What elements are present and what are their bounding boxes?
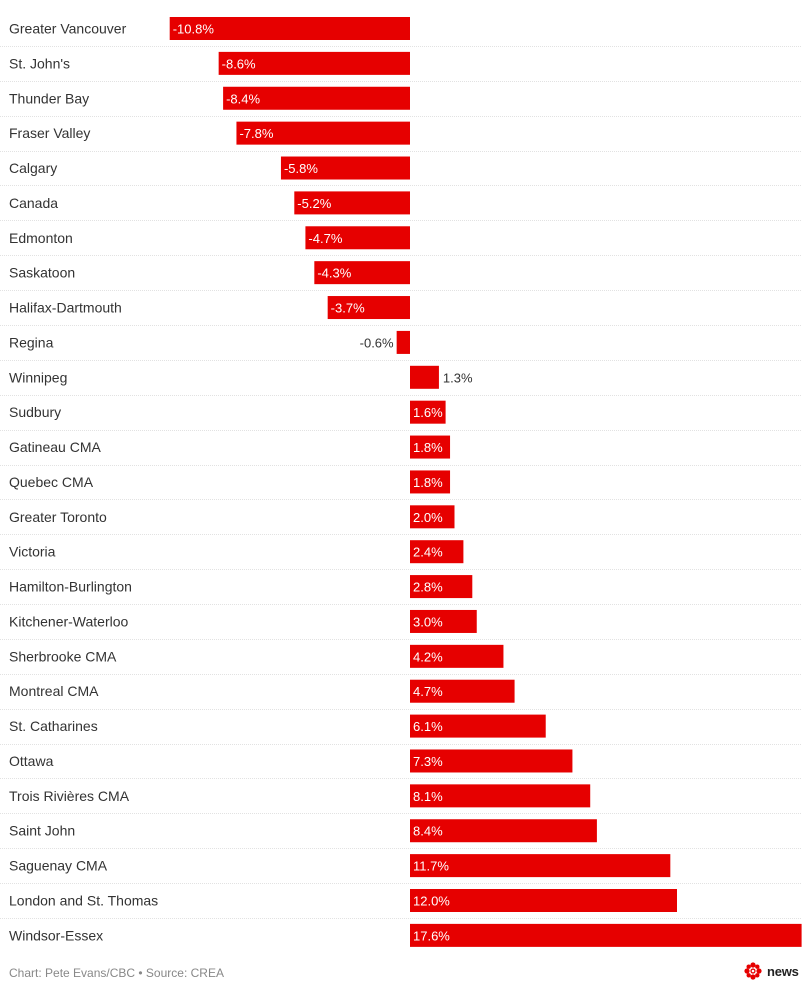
bar xyxy=(410,714,546,738)
value-label: 1.3% xyxy=(443,370,473,385)
category-label: Thunder Bay xyxy=(9,90,89,106)
category-label: Greater Vancouver xyxy=(9,21,127,37)
bar xyxy=(314,261,410,285)
category-label: Hamilton-Burlington xyxy=(9,579,132,595)
bar xyxy=(218,51,410,75)
category-label: Saguenay CMA xyxy=(9,858,108,874)
bar xyxy=(410,435,451,459)
bar xyxy=(410,575,473,599)
category-label: Winnipeg xyxy=(9,369,67,385)
bar xyxy=(410,784,591,808)
value-label: -8.6% xyxy=(222,56,256,71)
category-label: Greater Toronto xyxy=(9,509,107,525)
bar xyxy=(223,86,410,110)
category-label: Ottawa xyxy=(9,753,54,769)
value-label: 6.1% xyxy=(413,719,443,734)
category-label: Quebec CMA xyxy=(9,474,94,490)
bar xyxy=(410,679,515,703)
value-label: -4.3% xyxy=(317,266,351,281)
category-label: Regina xyxy=(9,334,54,350)
bar xyxy=(169,17,410,40)
value-label: -5.8% xyxy=(284,161,318,176)
value-label: 2.0% xyxy=(413,510,443,525)
category-label: Montreal CMA xyxy=(9,683,99,699)
value-label: 12.0% xyxy=(413,894,450,909)
value-label: 17.6% xyxy=(413,928,450,943)
category-label: Canada xyxy=(9,195,58,211)
bar xyxy=(410,609,477,633)
value-label: 1.8% xyxy=(413,440,443,455)
bar-chart: Greater Vancouver -10.8% St. John's -8.6% Th… xyxy=(0,17,802,947)
category-label: Halifax-Dartmouth xyxy=(9,300,122,316)
category-label: London and St. Thomas xyxy=(9,893,158,909)
chart-credit: Chart: Pete Evans/CBC • Source: CREA xyxy=(9,966,224,980)
bar xyxy=(410,854,671,878)
value-label: 2.8% xyxy=(413,580,443,595)
value-label: -7.8% xyxy=(239,126,273,141)
cbc-news-logo: news xyxy=(742,961,799,981)
bar xyxy=(327,296,410,320)
bar xyxy=(410,365,439,389)
category-label: Saint John xyxy=(9,823,75,839)
bar xyxy=(294,191,410,215)
bar xyxy=(410,400,446,424)
value-label: 2.4% xyxy=(413,545,443,560)
category-label: St. Catharines xyxy=(9,718,98,734)
category-label: Trois Rivières CMA xyxy=(9,788,130,804)
value-label: 1.6% xyxy=(413,405,443,420)
bar xyxy=(410,644,504,668)
category-label: Windsor-Essex xyxy=(9,927,103,943)
value-label: 3.0% xyxy=(413,614,443,629)
value-label: -4.7% xyxy=(308,231,342,246)
category-label: Calgary xyxy=(9,160,57,176)
category-label: Fraser Valley xyxy=(9,125,90,141)
value-label: -10.8% xyxy=(173,22,215,37)
value-label: -5.2% xyxy=(297,196,331,211)
logo-wordmark: news xyxy=(767,963,799,979)
category-label: Gatineau CMA xyxy=(9,439,101,455)
value-label: 1.8% xyxy=(413,475,443,490)
value-label: 7.3% xyxy=(413,754,443,769)
bar xyxy=(236,121,410,145)
bar xyxy=(396,330,410,354)
value-label: 8.4% xyxy=(413,824,443,839)
bar xyxy=(410,470,451,494)
bar xyxy=(410,505,455,529)
value-label: -0.6% xyxy=(360,335,394,350)
cbc-gem-icon xyxy=(744,962,762,980)
category-label: Edmonton xyxy=(9,230,73,246)
value-label: 11.7% xyxy=(413,859,449,874)
bar xyxy=(305,226,410,250)
category-label: Kitchener-Waterloo xyxy=(9,613,129,629)
value-label: -8.4% xyxy=(226,91,260,106)
bar xyxy=(280,156,410,180)
value-label: -3.7% xyxy=(331,301,365,316)
bar xyxy=(410,819,597,843)
category-label: Saskatoon xyxy=(9,265,75,281)
category-label: St. John's xyxy=(9,55,70,71)
bar xyxy=(410,923,802,947)
category-label: Sherbrooke CMA xyxy=(9,648,117,664)
value-label: 4.2% xyxy=(413,649,443,664)
value-label: 4.7% xyxy=(413,684,443,699)
bar xyxy=(410,540,464,564)
value-label: 8.1% xyxy=(413,789,443,804)
category-label: Sudbury xyxy=(9,404,61,420)
bar xyxy=(410,889,677,912)
category-label: Victoria xyxy=(9,544,56,560)
bar xyxy=(410,749,573,773)
